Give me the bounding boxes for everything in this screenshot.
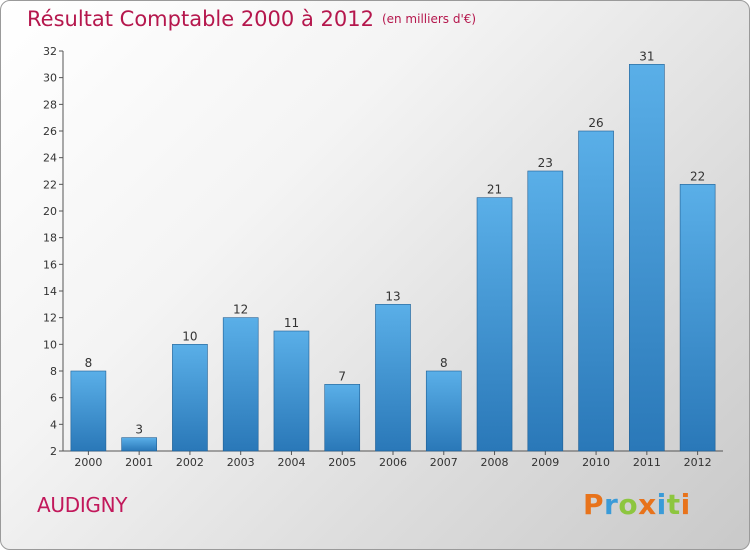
bar bbox=[70, 370, 107, 452]
data-label: 7 bbox=[338, 369, 346, 383]
y-tick-label: 16 bbox=[43, 258, 57, 271]
proxiti-logo: Proxiti bbox=[583, 488, 691, 521]
bar bbox=[121, 437, 157, 452]
y-tick-label: 28 bbox=[43, 98, 57, 111]
x-tick-label: 2005 bbox=[328, 456, 356, 469]
logo-letter: x bbox=[638, 488, 657, 521]
x-tick-label: 2010 bbox=[582, 456, 610, 469]
logo-letter: i bbox=[656, 488, 667, 521]
bar bbox=[527, 170, 564, 452]
y-tick-label: 2 bbox=[50, 445, 57, 458]
data-label: 3 bbox=[135, 423, 143, 437]
x-tick-label: 2000 bbox=[74, 456, 102, 469]
bar bbox=[629, 64, 665, 452]
y-tick-label: 8 bbox=[50, 365, 57, 378]
x-tick-label: 2007 bbox=[430, 456, 458, 469]
logo-letter: i bbox=[680, 488, 691, 521]
data-label: 31 bbox=[639, 49, 654, 63]
bar bbox=[578, 130, 614, 452]
x-tick-label: 2006 bbox=[379, 456, 407, 469]
logo-letter: P bbox=[583, 488, 605, 521]
y-tick-label: 12 bbox=[43, 312, 57, 325]
y-tick-label: 18 bbox=[43, 232, 57, 245]
data-label: 8 bbox=[85, 356, 93, 370]
y-tick-label: 30 bbox=[43, 72, 57, 85]
data-label: 11 bbox=[284, 316, 299, 330]
y-tick-label: 20 bbox=[43, 205, 57, 218]
bar bbox=[172, 344, 208, 452]
logo-letter: r bbox=[604, 488, 619, 521]
y-tick-label: 14 bbox=[43, 285, 57, 298]
y-tick-label: 6 bbox=[50, 392, 57, 405]
data-label: 13 bbox=[385, 289, 400, 303]
bar bbox=[476, 197, 513, 452]
data-label: 23 bbox=[538, 156, 553, 170]
x-tick-label: 2003 bbox=[227, 456, 255, 469]
bar bbox=[273, 330, 310, 452]
data-label: 8 bbox=[440, 356, 448, 370]
x-tick-label: 2001 bbox=[125, 456, 153, 469]
bar bbox=[222, 317, 259, 452]
y-tick-label: 4 bbox=[50, 418, 57, 431]
x-tick-label: 2004 bbox=[277, 456, 305, 469]
commune-name: AUDIGNY bbox=[37, 493, 128, 517]
logo-letter: o bbox=[618, 488, 639, 521]
x-tick-label: 2002 bbox=[176, 456, 204, 469]
labels: 2000 8 2001 3 2002 10 2003 12 2004 11 2005 7 2006 13 2… bbox=[74, 49, 711, 469]
y-tick-label: 24 bbox=[43, 152, 57, 165]
y-tick-label: 32 bbox=[43, 45, 57, 58]
data-label: 22 bbox=[690, 169, 705, 183]
title-text: Résultat Comptable 2000 à 2012 bbox=[27, 7, 374, 31]
bar bbox=[679, 184, 716, 452]
data-label: 26 bbox=[588, 116, 603, 130]
chart-title: Résultat Comptable 2000 à 2012 (en millie… bbox=[27, 7, 476, 31]
y-tick-label: 10 bbox=[43, 338, 57, 351]
x-tick-label: 2012 bbox=[684, 456, 712, 469]
bar bbox=[324, 384, 361, 452]
data-label: 12 bbox=[233, 303, 248, 317]
logo-letter: t bbox=[666, 488, 681, 521]
data-label: 10 bbox=[182, 329, 197, 343]
y-tick-label: 22 bbox=[43, 178, 57, 191]
x-tick-label: 2009 bbox=[531, 456, 559, 469]
data-label: 21 bbox=[487, 183, 502, 197]
x-tick-label: 2011 bbox=[633, 456, 661, 469]
bars bbox=[70, 64, 716, 452]
y-tick-label: 26 bbox=[43, 125, 57, 138]
bar bbox=[425, 370, 462, 452]
unit-note: (en milliers d'€) bbox=[381, 12, 477, 26]
x-tick-label: 2008 bbox=[481, 456, 509, 469]
bar bbox=[375, 304, 411, 452]
